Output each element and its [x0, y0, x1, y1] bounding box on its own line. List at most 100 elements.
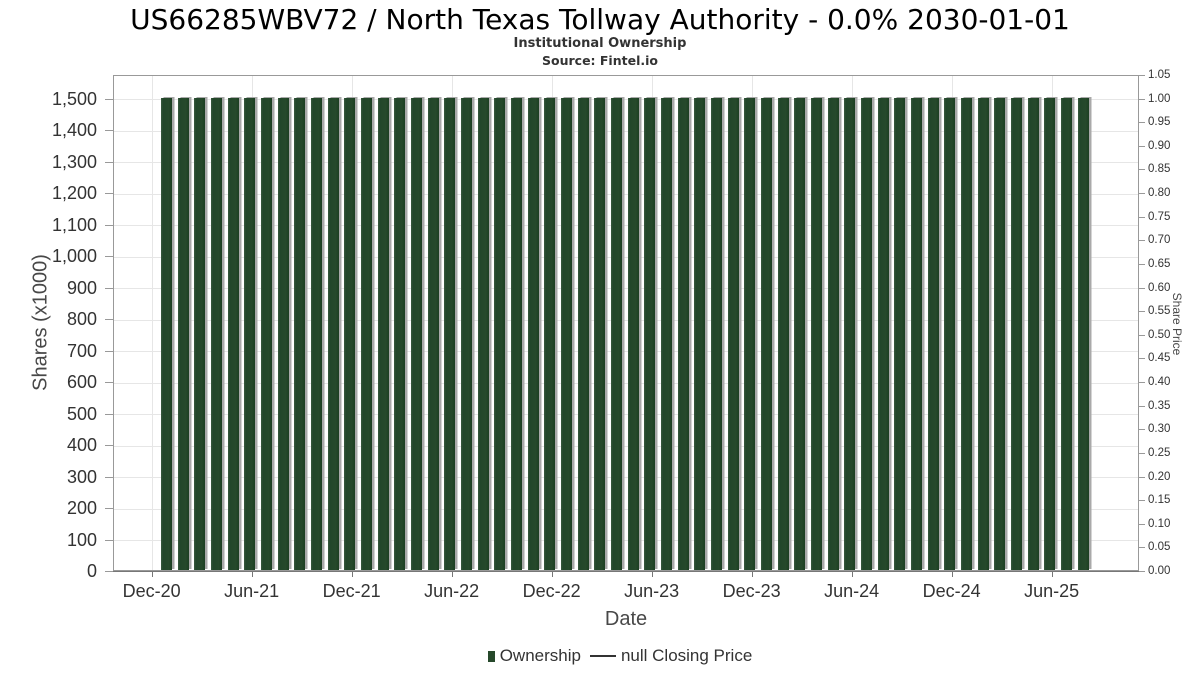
ownership-bar[interactable]	[627, 97, 639, 570]
y-axis-tick-label-left: 500	[66, 403, 97, 424]
y-axis-tick-mark-right	[1139, 216, 1145, 218]
ownership-bar[interactable]	[261, 97, 272, 570]
ownership-bar[interactable]	[927, 97, 939, 570]
y-axis-tick-mark-right	[1139, 263, 1145, 265]
y-axis-tick-mark-right	[1139, 429, 1145, 431]
ownership-bar[interactable]	[327, 97, 339, 570]
ownership-bar[interactable]	[811, 97, 822, 570]
y-axis-tick-mark-right	[1139, 122, 1145, 124]
gridline-vertical	[152, 76, 154, 570]
ownership-bar[interactable]	[161, 97, 172, 570]
ownership-bar[interactable]	[344, 97, 356, 570]
ownership-bar[interactable]	[177, 97, 189, 570]
ownership-bar[interactable]	[544, 97, 556, 570]
ownership-bar[interactable]	[427, 97, 439, 570]
gridline-horizontal	[114, 382, 1138, 384]
ownership-bar[interactable]	[361, 97, 372, 570]
ownership-bar[interactable]	[461, 97, 472, 570]
ownership-bar[interactable]	[1077, 97, 1089, 570]
y-axis-tick-mark-right	[1139, 571, 1145, 572]
ownership-bar[interactable]	[644, 97, 656, 570]
ownership-bar[interactable]	[994, 97, 1006, 570]
y-axis-tick-mark-left	[105, 508, 113, 510]
ownership-bar[interactable]	[777, 97, 789, 570]
y-axis-title-right: Share Price	[1170, 292, 1184, 356]
ownership-bar[interactable]	[594, 97, 606, 570]
chart-source-label: Source: Fintel.io	[542, 53, 658, 68]
y-axis-tick-label-left: 1,300	[51, 151, 97, 172]
x-axis-tick-mark	[751, 571, 753, 577]
ownership-bar[interactable]	[194, 97, 206, 570]
y-axis-tick-label-left: 200	[66, 498, 97, 519]
ownership-bar[interactable]	[244, 97, 256, 570]
ownership-bar[interactable]	[277, 97, 289, 570]
x-axis-tick-mark	[151, 571, 153, 577]
ownership-bar[interactable]	[1061, 97, 1072, 570]
y-axis-tick-label-right: 0.25	[1148, 446, 1171, 459]
y-axis-tick-label-left: 100	[66, 529, 97, 550]
ownership-bar[interactable]	[577, 97, 589, 570]
ownership-bar[interactable]	[394, 97, 406, 570]
legend-item-closing-price[interactable]: null Closing Price	[581, 646, 752, 666]
ownership-bar[interactable]	[444, 97, 456, 570]
y-axis-tick-label-right: 0.20	[1148, 470, 1171, 483]
ownership-bar[interactable]	[511, 97, 522, 570]
ownership-bar[interactable]	[827, 97, 839, 570]
y-axis-tick-label-right: 0.90	[1148, 139, 1171, 152]
gridline-horizontal	[114, 445, 1138, 447]
gridline-horizontal	[114, 162, 1138, 164]
x-axis-tick-mark	[551, 571, 553, 577]
ownership-bar[interactable]	[677, 97, 689, 570]
x-axis-tick-label: Jun-23	[624, 581, 680, 601]
y-axis-tick-label-right: 0.95	[1148, 116, 1171, 129]
ownership-bar[interactable]	[527, 97, 539, 570]
ownership-bar[interactable]	[877, 97, 889, 570]
ownership-bar[interactable]	[494, 97, 506, 570]
y-axis-tick-mark-left	[105, 319, 113, 321]
ownership-bar[interactable]	[411, 97, 422, 570]
legend-label: Ownership	[499, 646, 581, 665]
ownership-bar[interactable]	[894, 97, 906, 570]
ownership-bar[interactable]	[794, 97, 806, 570]
ownership-bar[interactable]	[1027, 97, 1039, 570]
ownership-bar[interactable]	[711, 97, 722, 570]
ownership-bar[interactable]	[477, 97, 489, 570]
ownership-bar[interactable]	[377, 97, 389, 570]
ownership-bar[interactable]	[977, 97, 989, 570]
x-axis-tick-mark	[951, 571, 953, 577]
ownership-bar[interactable]	[294, 97, 306, 570]
ownership-bar[interactable]	[961, 97, 972, 570]
ownership-bar[interactable]	[694, 97, 706, 570]
x-axis-tick-label: Jun-24	[824, 581, 880, 601]
gridline-horizontal	[114, 288, 1138, 290]
y-axis-tick-mark-right	[1139, 405, 1145, 407]
ownership-bar[interactable]	[227, 97, 239, 570]
y-axis-tick-mark-left	[105, 130, 113, 132]
gridline-horizontal	[114, 319, 1138, 321]
y-axis-tick-label-right: 0.05	[1148, 541, 1171, 554]
ownership-bar[interactable]	[561, 97, 572, 570]
ownership-bar[interactable]	[1044, 97, 1056, 570]
ownership-bar[interactable]	[744, 97, 756, 570]
y-axis-tick-label-left: 300	[66, 466, 97, 487]
ownership-bar[interactable]	[944, 97, 956, 570]
y-axis-tick-mark-right	[1139, 547, 1145, 549]
y-axis-tick-label-right: 0.70	[1148, 234, 1171, 247]
ownership-bar[interactable]	[861, 97, 872, 570]
legend-item-ownership[interactable]: Ownership	[487, 646, 581, 666]
y-axis-tick-mark-left	[105, 539, 113, 541]
ownership-bar[interactable]	[844, 97, 856, 570]
ownership-bar[interactable]	[727, 97, 739, 570]
y-axis-tick-label-left: 1,400	[51, 120, 97, 141]
x-axis-tick-label: Jun-21	[224, 581, 280, 601]
ownership-bar[interactable]	[311, 97, 322, 570]
x-axis-tick-label: Dec-21	[322, 581, 381, 601]
y-axis-tick-label-right: 0.30	[1148, 423, 1171, 436]
ownership-bar[interactable]	[211, 97, 222, 570]
ownership-bar[interactable]	[661, 97, 672, 570]
ownership-bar[interactable]	[1011, 97, 1022, 570]
ownership-bar[interactable]	[911, 97, 922, 570]
ownership-bar[interactable]	[761, 97, 772, 570]
ownership-bar[interactable]	[611, 97, 622, 570]
